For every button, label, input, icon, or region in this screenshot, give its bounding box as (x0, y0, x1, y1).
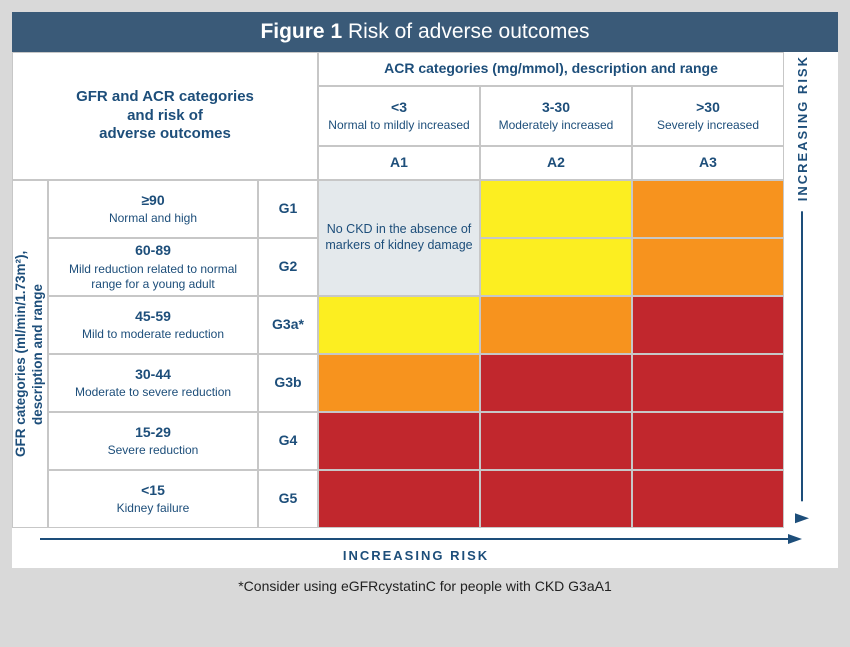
risk-cell-5-1 (480, 470, 632, 528)
risk-cell-1-2 (632, 238, 784, 296)
risk-cell-4-2 (632, 412, 784, 470)
gfr-side-label: GFR categories (ml/min/1.73m²), descript… (12, 180, 48, 528)
no-ckd-note: No CKD in the absence of markers of kidn… (318, 180, 480, 296)
title-bold: Figure 1 (260, 20, 342, 43)
gfr-row-3-code: G3b (258, 354, 318, 412)
acr-col-2-range: >30 Severely increased (632, 86, 784, 146)
risk-cell-4-0 (318, 412, 480, 470)
risk-cell-3-1 (480, 354, 632, 412)
increasing-risk-vertical: INCREASING RISK (784, 52, 820, 528)
figure-frame: Figure 1 Risk of adverse outcomes GFR an… (12, 12, 838, 635)
risk-cell-4-1 (480, 412, 632, 470)
acr-header: ACR categories (mg/mmol), description an… (318, 52, 784, 86)
corner-label: GFR and ACR categories and risk of adver… (12, 52, 318, 180)
gfr-row-5: <15 Kidney failure (48, 470, 258, 528)
risk-cell-0-2 (632, 180, 784, 238)
risk-cell-0-1 (480, 180, 632, 238)
acr-col-0-code: A1 (318, 146, 480, 180)
arrow-right-icon (788, 534, 802, 544)
risk-grid: GFR and ACR categories and risk of adver… (12, 52, 838, 568)
gfr-row-5-code: G5 (258, 470, 318, 528)
risk-cell-2-0 (318, 296, 480, 354)
risk-cell-3-0 (318, 354, 480, 412)
acr-col-0-range: <3 Normal to mildly increased (318, 86, 480, 146)
gfr-row-4-code: G4 (258, 412, 318, 470)
risk-cell-1-1 (480, 238, 632, 296)
footnote: *Consider using eGFRcystatinC for people… (12, 568, 838, 635)
risk-cell-3-2 (632, 354, 784, 412)
acr-col-1-range: 3-30 Moderately increased (480, 86, 632, 146)
risk-cell-2-2 (632, 296, 784, 354)
acr-col-1-code: A2 (480, 146, 632, 180)
risk-cell-5-2 (632, 470, 784, 528)
gfr-row-4: 15-29 Severe reduction (48, 412, 258, 470)
title-light: Risk of adverse outcomes (342, 20, 589, 43)
gfr-row-0-code: G1 (258, 180, 318, 238)
gfr-row-2-code: G3a* (258, 296, 318, 354)
gfr-row-1: 60-89 Mild reduction related to normal r… (48, 238, 258, 296)
arrow-down-icon (795, 513, 809, 523)
gfr-row-3: 30-44 Moderate to severe reduction (48, 354, 258, 412)
gfr-row-2: 45-59 Mild to moderate reduction (48, 296, 258, 354)
risk-cell-2-1 (480, 296, 632, 354)
increasing-risk-horizontal: INCREASING RISK (12, 528, 820, 568)
gfr-row-1-code: G2 (258, 238, 318, 296)
gfr-row-0: ≥90 Normal and high (48, 180, 258, 238)
acr-col-2-code: A3 (632, 146, 784, 180)
figure-title: Figure 1 Risk of adverse outcomes (12, 12, 838, 52)
risk-cell-5-0 (318, 470, 480, 528)
